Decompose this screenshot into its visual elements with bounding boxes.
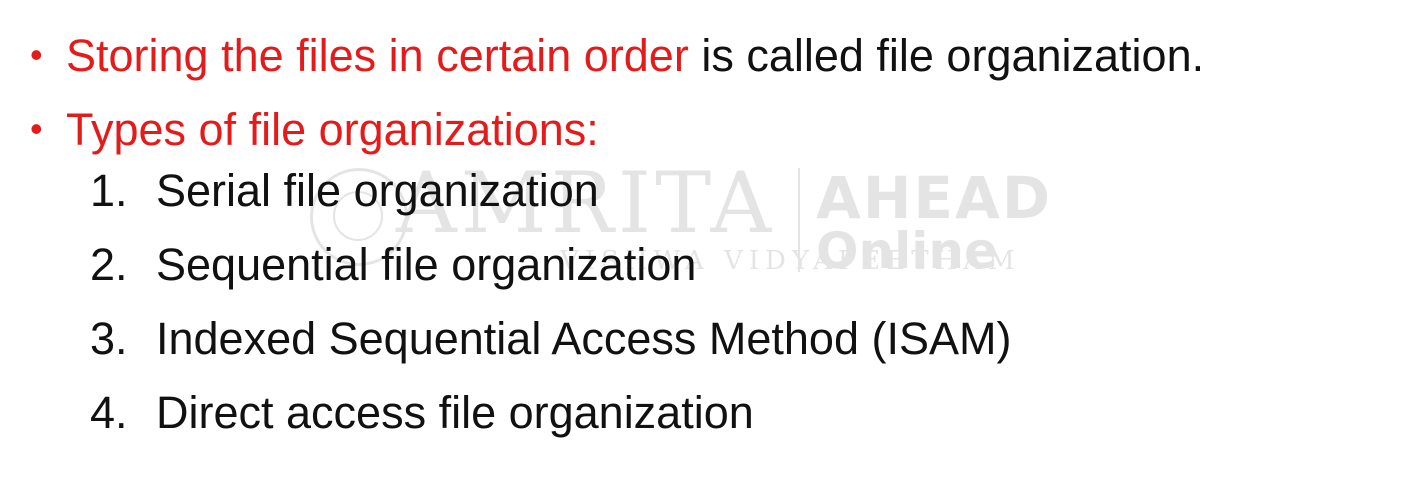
bullet-icon: • — [30, 34, 43, 76]
bullet-rest: is called file organization. — [688, 30, 1205, 81]
list-item: 4. Direct access file organization — [90, 390, 754, 435]
bullet-line-1: • Storing the files in certain order is c… — [30, 33, 1204, 78]
watermark-divider — [798, 168, 800, 272]
watermark-brand-sub: Online — [816, 222, 998, 280]
list-item-text: Serial file organization — [156, 165, 599, 216]
list-item: 1. Serial file organization — [90, 168, 599, 213]
list-item-number: 2. — [90, 239, 128, 290]
list-item-text: Indexed Sequential Access Method (ISAM) — [156, 313, 1012, 364]
list-item-text: Direct access file organization — [156, 387, 754, 438]
list-item-number: 4. — [90, 387, 128, 438]
bullet-highlight: Types of file organizations: — [66, 104, 599, 155]
list-item-number: 1. — [90, 165, 128, 216]
bullet-line-2: • Types of file organizations: — [30, 107, 599, 152]
list-item: 3. Indexed Sequential Access Method (ISAM… — [90, 316, 1011, 361]
watermark-brand: AHEAD — [816, 164, 1053, 232]
list-item: 2. Sequential file organization — [90, 242, 696, 287]
bullet-highlight: Storing the files in certain order — [66, 30, 689, 81]
bullet-icon: • — [30, 108, 43, 150]
list-item-number: 3. — [90, 313, 128, 364]
list-item-text: Sequential file organization — [156, 239, 697, 290]
